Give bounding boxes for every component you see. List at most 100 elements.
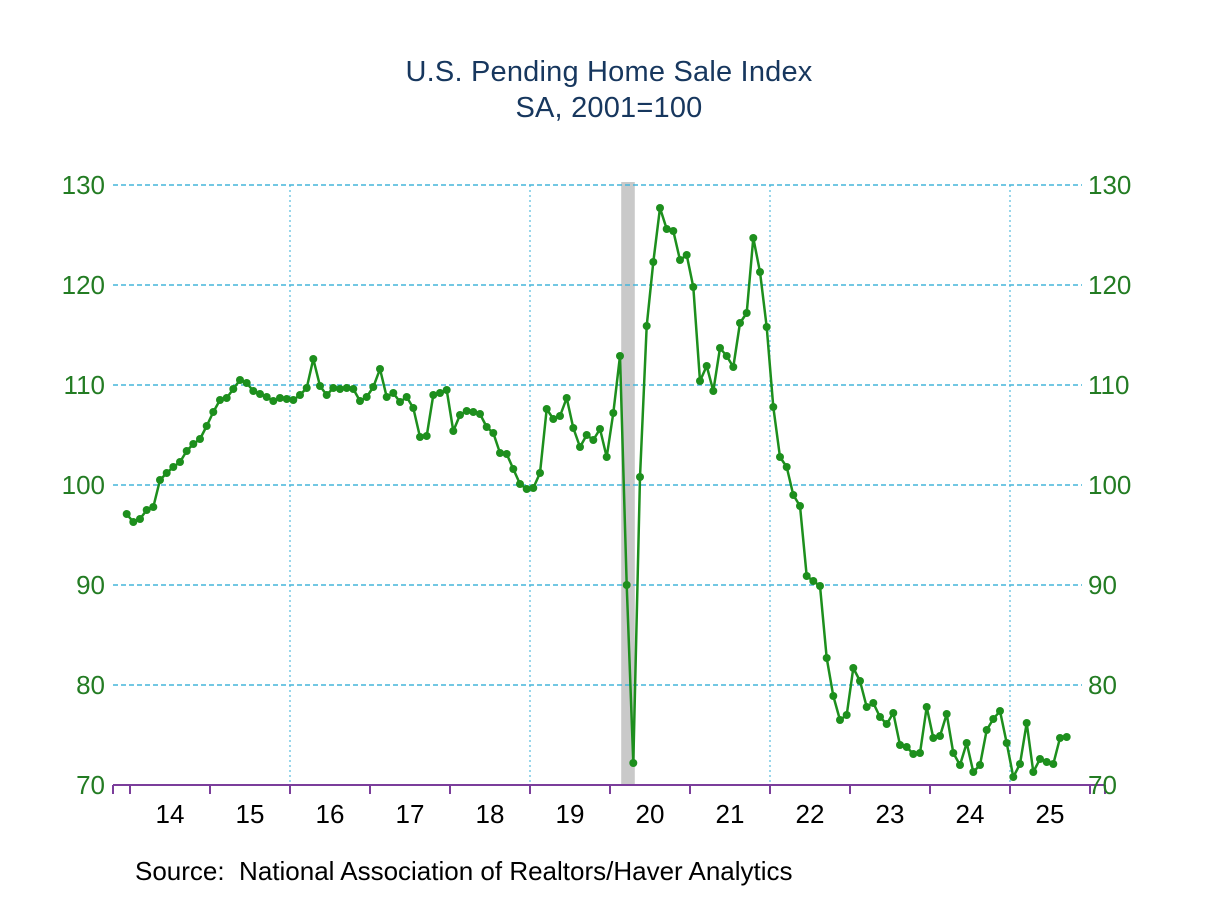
data-point-20	[256, 390, 264, 398]
data-point-112	[869, 699, 878, 707]
data-point-28	[309, 355, 318, 363]
data-point-124	[949, 749, 958, 757]
data-point-103	[809, 577, 818, 585]
data-point-33	[342, 384, 351, 392]
data-point-117	[902, 743, 911, 751]
data-point-141	[1062, 733, 1071, 741]
y-axis-label-left-120: 120	[61, 270, 105, 300]
data-point-108	[842, 711, 851, 719]
x-axis-label-23: 23	[875, 799, 905, 829]
data-point-56	[496, 449, 504, 457]
data-point-113	[876, 713, 884, 721]
data-point-134	[1016, 760, 1024, 768]
y-axis-label-right-120: 120	[1088, 270, 1132, 300]
data-point-7	[169, 463, 178, 471]
data-point-22	[269, 397, 278, 405]
data-point-43	[409, 404, 418, 412]
data-point-123	[942, 710, 951, 718]
data-point-60	[522, 485, 531, 493]
data-point-50	[456, 411, 464, 419]
data-point-126	[962, 739, 971, 747]
data-point-36	[362, 393, 371, 401]
data-point-57	[502, 450, 511, 458]
x-axis-label-16: 16	[315, 799, 345, 829]
y-axis-label-right-80: 80	[1088, 670, 1117, 700]
data-point-38	[376, 365, 384, 373]
data-point-3	[142, 506, 151, 514]
data-point-98	[776, 453, 784, 461]
data-point-11	[196, 435, 204, 443]
data-point-132	[1002, 739, 1011, 747]
data-point-121	[929, 734, 938, 742]
data-point-14	[216, 396, 224, 404]
data-point-13	[209, 408, 218, 416]
data-point-40	[389, 389, 398, 397]
data-point-71	[596, 425, 604, 433]
data-point-44	[416, 433, 424, 441]
x-axis-label-18: 18	[475, 799, 505, 829]
data-point-67	[569, 424, 578, 432]
data-point-91	[729, 363, 738, 371]
y-axis-label-right-110: 110	[1088, 370, 1130, 400]
data-point-48	[442, 386, 451, 394]
data-point-39	[382, 393, 391, 401]
data-point-66	[562, 394, 571, 402]
y-axis-label-right-70: 70	[1088, 770, 1117, 800]
data-point-76	[629, 759, 638, 767]
data-point-16	[229, 385, 238, 393]
y-axis-label-left-70: 70	[76, 770, 105, 800]
data-point-64	[549, 415, 558, 423]
data-point-55	[489, 429, 498, 437]
data-point-128	[976, 761, 984, 769]
data-point-106	[829, 692, 838, 700]
data-point-27	[302, 384, 311, 392]
data-point-6	[162, 469, 171, 477]
data-point-79	[649, 258, 658, 266]
data-point-101	[796, 502, 804, 510]
data-point-82	[669, 227, 678, 235]
data-point-61	[529, 484, 538, 492]
data-point-78	[642, 322, 651, 330]
data-point-4	[149, 503, 158, 511]
source-note: Source: National Association of Realtors…	[135, 856, 793, 886]
data-point-10	[189, 440, 198, 448]
data-point-80	[656, 204, 664, 212]
data-point-95	[756, 268, 764, 276]
data-point-116	[896, 741, 904, 749]
data-point-90	[722, 352, 731, 360]
data-point-136	[1029, 768, 1038, 776]
data-point-110	[856, 677, 864, 685]
y-axis-label-right-130: 130	[1088, 170, 1132, 200]
data-point-2	[136, 515, 144, 523]
data-point-88	[709, 387, 718, 395]
data-point-118	[909, 750, 918, 758]
data-point-102	[802, 572, 811, 580]
data-point-5	[156, 476, 164, 484]
data-point-115	[889, 709, 898, 717]
data-point-21	[262, 393, 271, 401]
recession-band	[621, 182, 635, 785]
data-point-92	[736, 319, 744, 327]
chart-subtitle: SA, 2001=100	[515, 92, 703, 124]
data-point-84	[682, 251, 691, 259]
data-point-127	[969, 768, 978, 776]
y-axis-label-right-100: 100	[1088, 470, 1132, 500]
data-point-31	[329, 384, 338, 392]
x-axis-label-21: 21	[715, 799, 745, 829]
data-point-32	[336, 385, 344, 393]
data-point-34	[349, 385, 358, 393]
y-axis-label-left-110: 110	[63, 370, 105, 400]
data-point-35	[356, 397, 364, 405]
data-point-63	[542, 405, 551, 413]
x-axis-label-22: 22	[795, 799, 825, 829]
data-point-47	[436, 389, 444, 397]
data-point-129	[982, 726, 991, 734]
y-axis-label-left-100: 100	[61, 470, 105, 500]
data-point-119	[916, 749, 924, 757]
data-point-9	[182, 447, 191, 455]
data-point-23	[276, 394, 284, 402]
data-point-70	[589, 436, 598, 444]
chart-title: U.S. Pending Home Sale Index	[405, 56, 813, 88]
x-axis-label-17: 17	[395, 799, 425, 829]
chart-title-block: U.S. Pending Home Sale Index SA, 2001=10…	[5, 54, 1208, 126]
